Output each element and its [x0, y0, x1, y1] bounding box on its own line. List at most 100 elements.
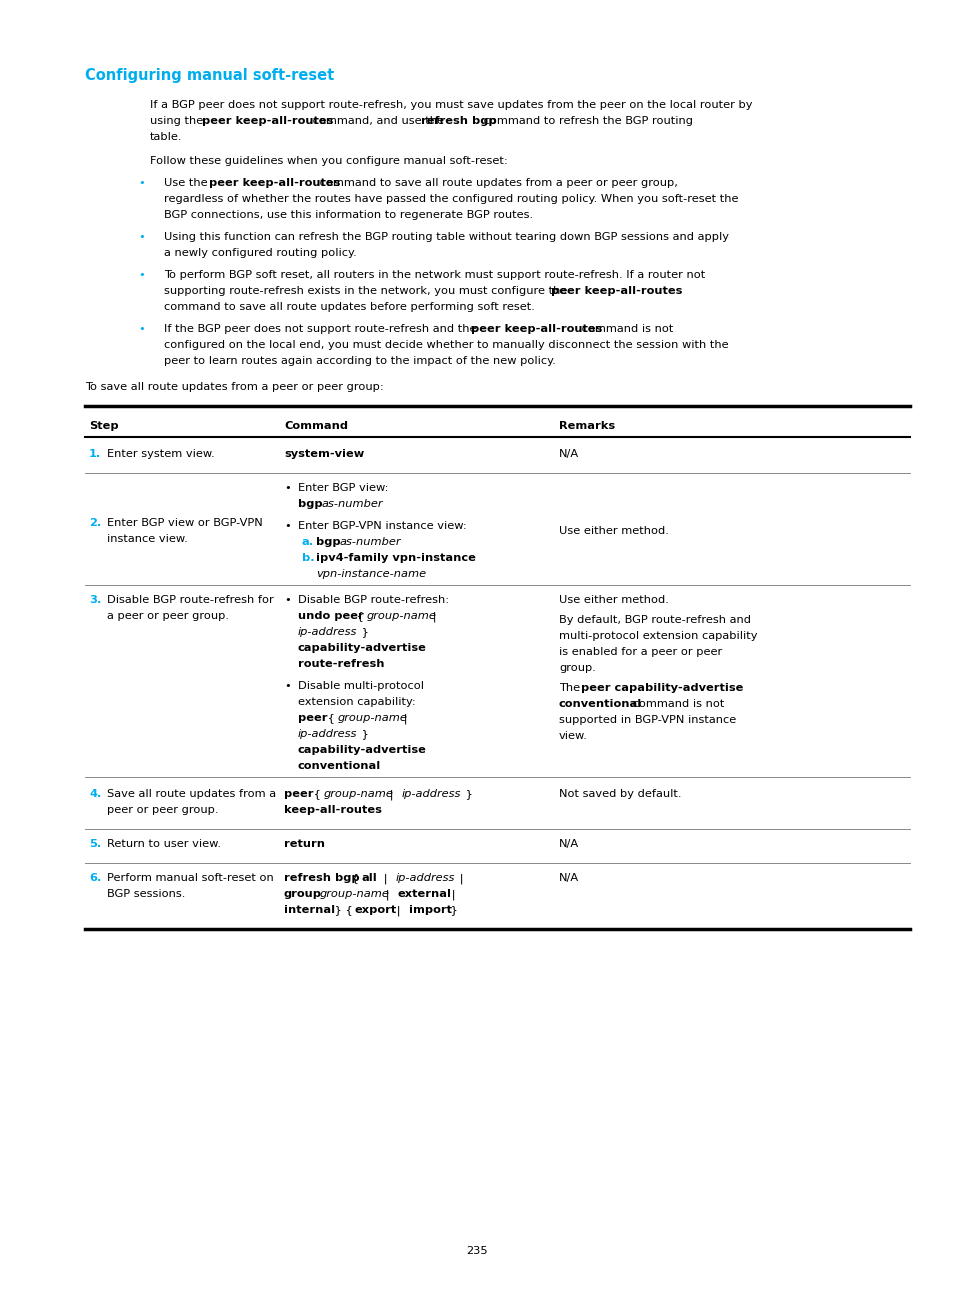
Text: Using this function can refresh the BGP routing table without tearing down BGP s: Using this function can refresh the BGP … — [164, 232, 728, 242]
Text: |: | — [429, 610, 436, 622]
Text: Enter system view.: Enter system view. — [107, 448, 214, 459]
Text: •: • — [138, 324, 145, 334]
Text: Not saved by default.: Not saved by default. — [558, 789, 680, 800]
Text: 3.: 3. — [89, 595, 101, 605]
Text: peer keep-all-routes: peer keep-all-routes — [209, 178, 340, 188]
Text: Enter BGP view:: Enter BGP view: — [297, 483, 388, 492]
Text: N/A: N/A — [558, 874, 578, 883]
Text: By default, BGP route-refresh and: By default, BGP route-refresh and — [558, 616, 750, 625]
Text: |: | — [456, 874, 463, 884]
Text: If the BGP peer does not support route-refresh and the: If the BGP peer does not support route-r… — [164, 324, 479, 334]
Text: keep-all-routes: keep-all-routes — [284, 805, 381, 815]
Text: table.: table. — [150, 132, 182, 143]
Text: vpn-instance-name: vpn-instance-name — [315, 569, 426, 579]
Text: supporting route-refresh exists in the network, you must configure the: supporting route-refresh exists in the n… — [164, 286, 571, 295]
Text: peer keep-all-routes: peer keep-all-routes — [551, 286, 681, 295]
Text: bgp: bgp — [315, 537, 344, 547]
Text: }: } — [447, 905, 457, 915]
Text: {: { — [310, 789, 324, 800]
Text: •: • — [138, 270, 145, 280]
Text: configured on the local end, you must decide whether to manually disconnect the : configured on the local end, you must de… — [164, 340, 728, 350]
Text: Enter BGP-VPN instance view:: Enter BGP-VPN instance view: — [297, 521, 466, 531]
Text: capability-advertise: capability-advertise — [297, 643, 426, 653]
Text: 1.: 1. — [89, 448, 101, 459]
Text: ip-address: ip-address — [395, 874, 455, 883]
Text: supported in BGP-VPN instance: supported in BGP-VPN instance — [558, 715, 736, 724]
Text: Use either method.: Use either method. — [558, 526, 668, 537]
Text: |: | — [379, 874, 391, 884]
Text: 4.: 4. — [89, 789, 101, 800]
Text: |: | — [381, 889, 393, 899]
Text: group-name: group-name — [319, 889, 390, 899]
Text: To perform BGP soft reset, all routers in the network must support route-refresh: To perform BGP soft reset, all routers i… — [164, 270, 704, 280]
Text: peer keep-all-routes: peer keep-all-routes — [202, 117, 333, 126]
Text: {: { — [348, 874, 362, 883]
Text: Return to user view.: Return to user view. — [107, 839, 221, 849]
Text: Enter BGP view or BGP-VPN: Enter BGP view or BGP-VPN — [107, 518, 262, 527]
Text: group: group — [284, 889, 322, 899]
Text: Disable BGP route-refresh:: Disable BGP route-refresh: — [297, 595, 449, 605]
Text: |: | — [399, 713, 407, 723]
Text: as-number: as-number — [339, 537, 401, 547]
Text: refresh bgp: refresh bgp — [420, 117, 497, 126]
Text: Step: Step — [89, 421, 118, 432]
Text: undo peer: undo peer — [297, 610, 363, 621]
Text: system-view: system-view — [284, 448, 364, 459]
Text: }: } — [461, 789, 473, 800]
Text: }: } — [357, 627, 369, 638]
Text: Perform manual soft-reset on: Perform manual soft-reset on — [107, 874, 274, 883]
Text: command, and use the: command, and use the — [309, 117, 447, 126]
Text: |: | — [393, 905, 404, 915]
Text: group-name: group-name — [324, 789, 394, 800]
Text: peer keep-all-routes: peer keep-all-routes — [471, 324, 601, 334]
Text: bgp: bgp — [297, 499, 326, 509]
Text: BGP connections, use this information to regenerate BGP routes.: BGP connections, use this information to… — [164, 210, 533, 220]
Text: ip-address: ip-address — [297, 728, 357, 739]
Text: }: } — [357, 728, 369, 739]
Text: ip-address: ip-address — [297, 627, 357, 638]
Text: group-name: group-name — [367, 610, 436, 621]
Text: export: export — [355, 905, 396, 915]
Text: route-refresh: route-refresh — [297, 658, 384, 669]
Text: is enabled for a peer or peer: is enabled for a peer or peer — [558, 647, 721, 657]
Text: Use either method.: Use either method. — [558, 595, 668, 605]
Text: group.: group. — [558, 664, 596, 673]
Text: as-number: as-number — [322, 499, 383, 509]
Text: } {: } { — [331, 905, 356, 915]
Text: •: • — [284, 680, 291, 691]
Text: command is not: command is not — [628, 699, 723, 709]
Text: all: all — [361, 874, 377, 883]
Text: b.: b. — [302, 553, 314, 562]
Text: peer to learn routes again according to the impact of the new policy.: peer to learn routes again according to … — [164, 356, 556, 365]
Text: external: external — [397, 889, 452, 899]
Text: a peer or peer group.: a peer or peer group. — [107, 610, 229, 621]
Text: Disable BGP route-refresh for: Disable BGP route-refresh for — [107, 595, 274, 605]
Text: BGP sessions.: BGP sessions. — [107, 889, 185, 899]
Text: peer: peer — [284, 789, 314, 800]
Text: multi-protocol extension capability: multi-protocol extension capability — [558, 631, 757, 642]
Text: •: • — [284, 595, 291, 605]
Text: •: • — [284, 521, 291, 531]
Text: extension capability:: extension capability: — [297, 697, 416, 708]
Text: •: • — [138, 232, 145, 242]
Text: command is not: command is not — [578, 324, 673, 334]
Text: Remarks: Remarks — [558, 421, 615, 432]
Text: conventional: conventional — [558, 699, 641, 709]
Text: peer or peer group.: peer or peer group. — [107, 805, 218, 815]
Text: command to save all route updates from a peer or peer group,: command to save all route updates from a… — [315, 178, 678, 188]
Text: refresh bgp: refresh bgp — [284, 874, 359, 883]
Text: peer capability-advertise: peer capability-advertise — [580, 683, 742, 693]
Text: return: return — [284, 839, 325, 849]
Text: If a BGP peer does not support route-refresh, you must save updates from the pee: If a BGP peer does not support route-ref… — [150, 100, 752, 110]
Text: |: | — [386, 789, 396, 800]
Text: group-name: group-name — [337, 713, 408, 723]
Text: internal: internal — [284, 905, 335, 915]
Text: ipv4-family vpn-instance: ipv4-family vpn-instance — [315, 553, 476, 562]
Text: a.: a. — [302, 537, 314, 547]
Text: {: { — [324, 713, 338, 723]
Text: 5.: 5. — [89, 839, 101, 849]
Text: Configuring manual soft-reset: Configuring manual soft-reset — [85, 67, 334, 83]
Text: 2.: 2. — [89, 518, 101, 527]
Text: 235: 235 — [466, 1245, 487, 1256]
Text: command to save all route updates before performing soft reset.: command to save all route updates before… — [164, 302, 535, 312]
